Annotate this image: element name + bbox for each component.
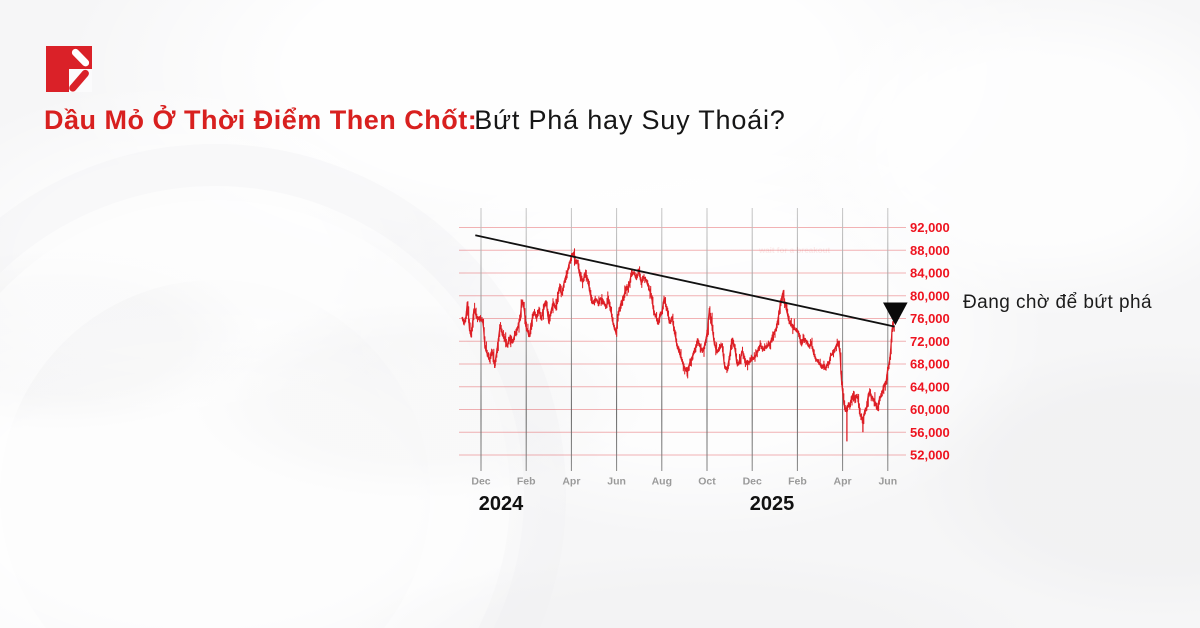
svg-text:Feb: Feb bbox=[788, 476, 807, 488]
svg-text:Oct: Oct bbox=[698, 476, 716, 488]
svg-text:wait for a breakout: wait for a breakout bbox=[758, 246, 830, 255]
svg-text:Aug: Aug bbox=[652, 476, 672, 488]
svg-text:52,000: 52,000 bbox=[910, 448, 950, 463]
svg-text:Jun: Jun bbox=[607, 476, 626, 488]
svg-text:92,000: 92,000 bbox=[910, 220, 950, 235]
svg-text:Dec: Dec bbox=[743, 476, 762, 488]
svg-text:68,000: 68,000 bbox=[910, 357, 950, 372]
svg-text:2025: 2025 bbox=[750, 493, 795, 515]
svg-text:Apr: Apr bbox=[834, 476, 852, 488]
svg-text:84,000: 84,000 bbox=[910, 266, 950, 281]
svg-text:72,000: 72,000 bbox=[910, 334, 950, 349]
svg-text:76,000: 76,000 bbox=[910, 311, 950, 326]
svg-text:Apr: Apr bbox=[562, 476, 580, 488]
svg-text:80,000: 80,000 bbox=[910, 288, 950, 303]
svg-text:2024: 2024 bbox=[479, 493, 524, 515]
svg-text:60,000: 60,000 bbox=[910, 402, 950, 417]
svg-text:Jun: Jun bbox=[878, 476, 897, 488]
svg-text:56,000: 56,000 bbox=[910, 425, 950, 440]
svg-text:Feb: Feb bbox=[517, 476, 536, 488]
svg-text:88,000: 88,000 bbox=[910, 243, 950, 258]
svg-text:Dec: Dec bbox=[471, 476, 490, 488]
svg-text:64,000: 64,000 bbox=[910, 379, 950, 394]
